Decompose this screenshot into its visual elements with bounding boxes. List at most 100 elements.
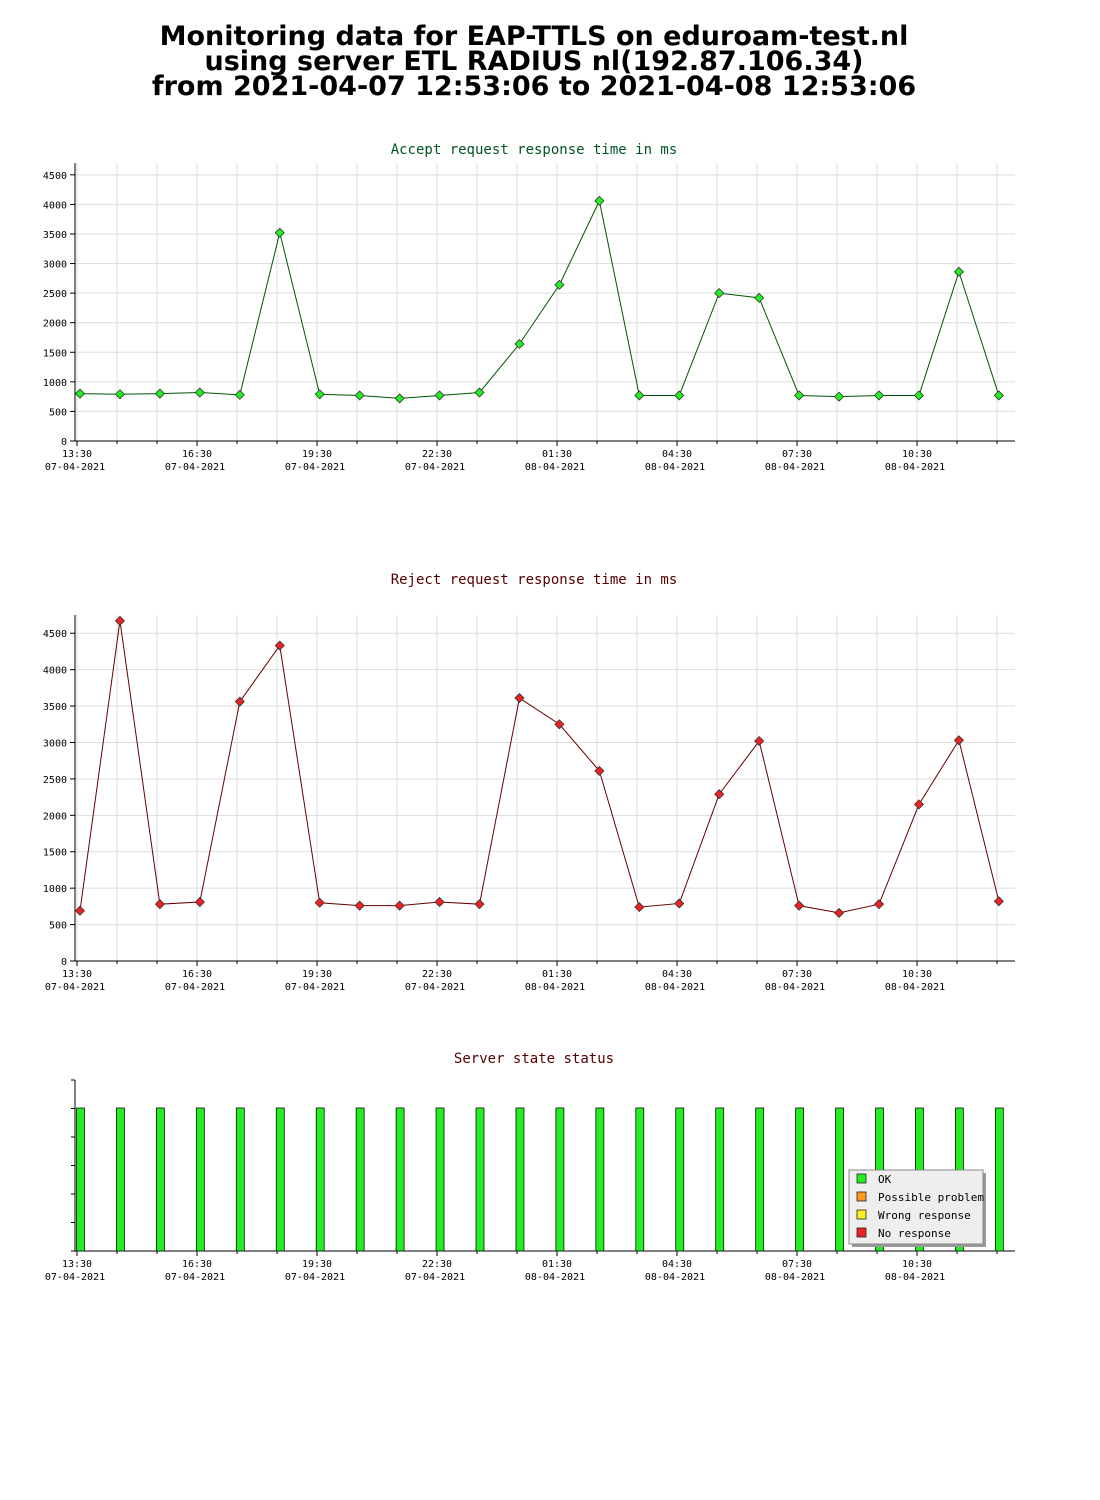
- status-bar: [155, 1107, 165, 1252]
- page-title: Monitoring data for EAP-TTLS on eduroam-…: [0, 23, 1068, 102]
- status-bar: [275, 1107, 285, 1252]
- reject-series-line: [79, 620, 1000, 914]
- status-x-date-label: 08-04-2021: [765, 1272, 825, 1283]
- reject-y-tick-label: 4500: [43, 629, 67, 640]
- accept-data-point: [514, 338, 525, 350]
- reject-data-point: [514, 692, 525, 704]
- status-chart-title: Server state status: [454, 1051, 614, 1067]
- accept-y-tick-label: 1000: [43, 378, 67, 389]
- reject-y-tick-label: 2000: [43, 811, 67, 822]
- accept-x-tick-label: 22:30: [422, 449, 452, 460]
- status-bar: [475, 1107, 485, 1252]
- status-bar: [515, 1107, 525, 1252]
- status-x-tick-label: 16:30: [182, 1259, 212, 1270]
- reject-x-tick-label: 19:30: [302, 969, 332, 980]
- reject-x-tick-label: 01:30: [542, 969, 572, 980]
- reject-x-date-label: 07-04-2021: [285, 982, 345, 993]
- status-x-date-label: 08-04-2021: [885, 1272, 945, 1283]
- status-x-date-label: 07-04-2021: [405, 1272, 465, 1283]
- accept-chart-title: Accept request response time in ms: [391, 142, 678, 158]
- reject-x-tick-label: 16:30: [182, 969, 212, 980]
- legend-label: OK: [878, 1173, 892, 1186]
- accept-data-point: [474, 387, 485, 398]
- reject-y-tick-label: 1500: [43, 848, 67, 859]
- status-bar: [116, 1107, 125, 1252]
- accept-data-point: [274, 227, 285, 238]
- status-bar: [994, 1107, 1004, 1252]
- accept-data-point: [873, 390, 885, 401]
- status-x-tick-label: 01:30: [542, 1259, 572, 1270]
- accept-y-tick-label: 1500: [43, 348, 67, 359]
- reject-data-point: [993, 896, 1004, 907]
- status-x-date-label: 08-04-2021: [645, 1272, 705, 1283]
- accept-data-point: [194, 387, 205, 398]
- status-bar: [195, 1107, 205, 1252]
- legend-swatch: [856, 1209, 867, 1220]
- accept-x-tick-label: 04:30: [662, 449, 692, 460]
- accept-data-point: [554, 279, 565, 290]
- accept-x-date-label: 07-04-2021: [165, 462, 225, 473]
- reject-y-tick-label: 3500: [43, 702, 67, 713]
- reject-chart-title: Reject request response time in ms: [391, 572, 678, 588]
- accept-y-tick-label: 0: [61, 437, 67, 448]
- accept-x-tick-label: 10:30: [902, 449, 932, 460]
- reject-data-point: [714, 789, 725, 800]
- reject-data-point: [274, 640, 285, 651]
- accept-data-point: [754, 292, 765, 303]
- accept-y-tick-label: 2500: [43, 289, 67, 300]
- accept-data-point: [993, 390, 1004, 401]
- reject-data-point: [873, 899, 885, 910]
- status-x-tick-label: 04:30: [662, 1259, 692, 1270]
- accept-data-point: [953, 266, 964, 277]
- reject-x-date-label: 08-04-2021: [525, 982, 585, 993]
- reject-y-tick-label: 500: [49, 921, 67, 932]
- status-x-date-label: 08-04-2021: [525, 1272, 585, 1283]
- reject-data-point: [194, 896, 205, 908]
- reject-x-tick-label: 10:30: [902, 969, 932, 980]
- reject-data-point: [234, 696, 245, 707]
- reject-data-point: [314, 897, 325, 908]
- reject-x-date-label: 08-04-2021: [765, 982, 825, 993]
- legend-label: Possible problem: [878, 1191, 984, 1204]
- accept-data-point: [74, 388, 86, 399]
- accept-data-point: [714, 288, 725, 299]
- status-bar: [755, 1107, 765, 1252]
- accept-x-date-label: 08-04-2021: [645, 462, 705, 473]
- title-line-2: using server ETL RADIUS nl(192.87.106.34…: [204, 46, 864, 77]
- reject-x-tick-label: 22:30: [422, 969, 452, 980]
- status-bar: [435, 1107, 445, 1252]
- accept-data-point: [794, 390, 805, 401]
- legend-label: No response: [878, 1227, 951, 1240]
- accept-data-point: [674, 390, 685, 401]
- reject-data-point: [794, 900, 805, 911]
- reject-data-point: [474, 899, 485, 910]
- reject-y-tick-label: 0: [61, 957, 67, 968]
- accept-y-tick-label: 4500: [43, 171, 67, 182]
- reject-data-point: [634, 902, 645, 913]
- reject-data-point: [114, 615, 126, 626]
- accept-y-tick-label: 500: [49, 407, 67, 418]
- accept-x-tick-label: 07:30: [782, 449, 812, 460]
- reject-x-date-label: 08-04-2021: [885, 982, 945, 993]
- accept-x-date-label: 07-04-2021: [45, 462, 105, 473]
- accept-data-point: [394, 393, 405, 404]
- legend-label: Wrong response: [878, 1209, 971, 1222]
- title-line-3: from 2021-04-07 12:53:06 to 2021-04-08 1…: [151, 71, 917, 102]
- status-x-tick-label: 22:30: [422, 1259, 452, 1270]
- reject-data-point: [74, 905, 86, 916]
- reject-chart: Reject request response time in ms 0 500 1…: [43, 572, 1015, 993]
- status-bar: [555, 1107, 565, 1252]
- reject-data-point: [434, 896, 445, 908]
- accept-data-point: [833, 391, 845, 402]
- accept-data-point: [634, 390, 645, 401]
- accept-chart: Accept request response time in ms 0 500 1…: [43, 142, 1015, 473]
- status-bar: [395, 1107, 405, 1252]
- status-x-date-label: 07-04-2021: [285, 1272, 345, 1283]
- status-bar: [635, 1107, 645, 1252]
- accept-x-date-label: 08-04-2021: [525, 462, 585, 473]
- accept-x-tick-label: 13:30: [62, 449, 92, 460]
- status-bar: [315, 1107, 325, 1252]
- reject-data-point: [594, 765, 605, 776]
- status-x-tick-label: 10:30: [902, 1259, 932, 1270]
